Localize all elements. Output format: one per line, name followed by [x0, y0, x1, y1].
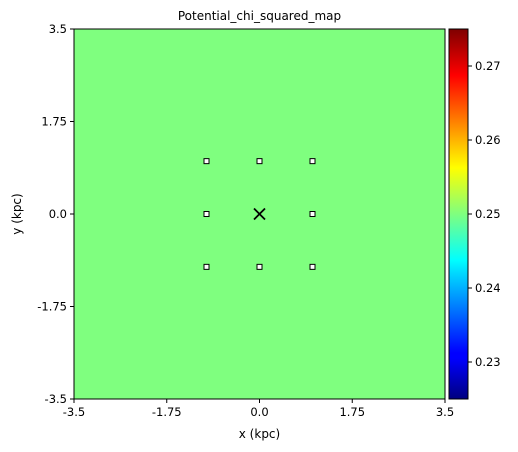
grid-point-marker	[203, 263, 210, 270]
x-axis-label: x (kpc)	[238, 427, 281, 441]
y-tick-label: 3.5	[49, 22, 67, 36]
colorbar-tick-label: 0.26	[475, 133, 501, 147]
colorbar-tick-label: 0.24	[475, 281, 501, 295]
x-tick-label: 0.0	[250, 405, 268, 419]
x-tick-label: 1.75	[339, 405, 365, 419]
colorbar-tick-label: 0.23	[475, 355, 501, 369]
best-fit-marker	[253, 207, 266, 221]
chart-title: Potential_chi_squared_map	[177, 9, 342, 23]
y-axis-label: y (kpc)	[10, 193, 24, 235]
colorbar-tick-label: 0.27	[475, 59, 501, 73]
grid-point-marker	[309, 211, 316, 217]
y-tick-label: -3.5	[45, 392, 67, 406]
grid-point-marker	[309, 158, 316, 165]
grid-point-marker	[203, 211, 210, 217]
colorbar-tick-label: 0.25	[475, 207, 501, 221]
y-tick-label: 0.0	[49, 207, 67, 221]
x-tick-label: -1.75	[152, 405, 182, 419]
grid-point-marker	[309, 263, 316, 270]
best-fit-stroke	[253, 207, 266, 221]
x-tick-label: 3.5	[436, 405, 454, 419]
y-tick-label: 1.75	[41, 115, 67, 129]
y-tick-label: -1.75	[37, 300, 67, 314]
grid-point-marker	[256, 158, 263, 165]
x-tick-label: -3.5	[63, 405, 85, 419]
grid-point-marker	[256, 263, 263, 270]
grid-point-marker	[203, 158, 210, 165]
colorbar-gradient	[449, 29, 468, 399]
